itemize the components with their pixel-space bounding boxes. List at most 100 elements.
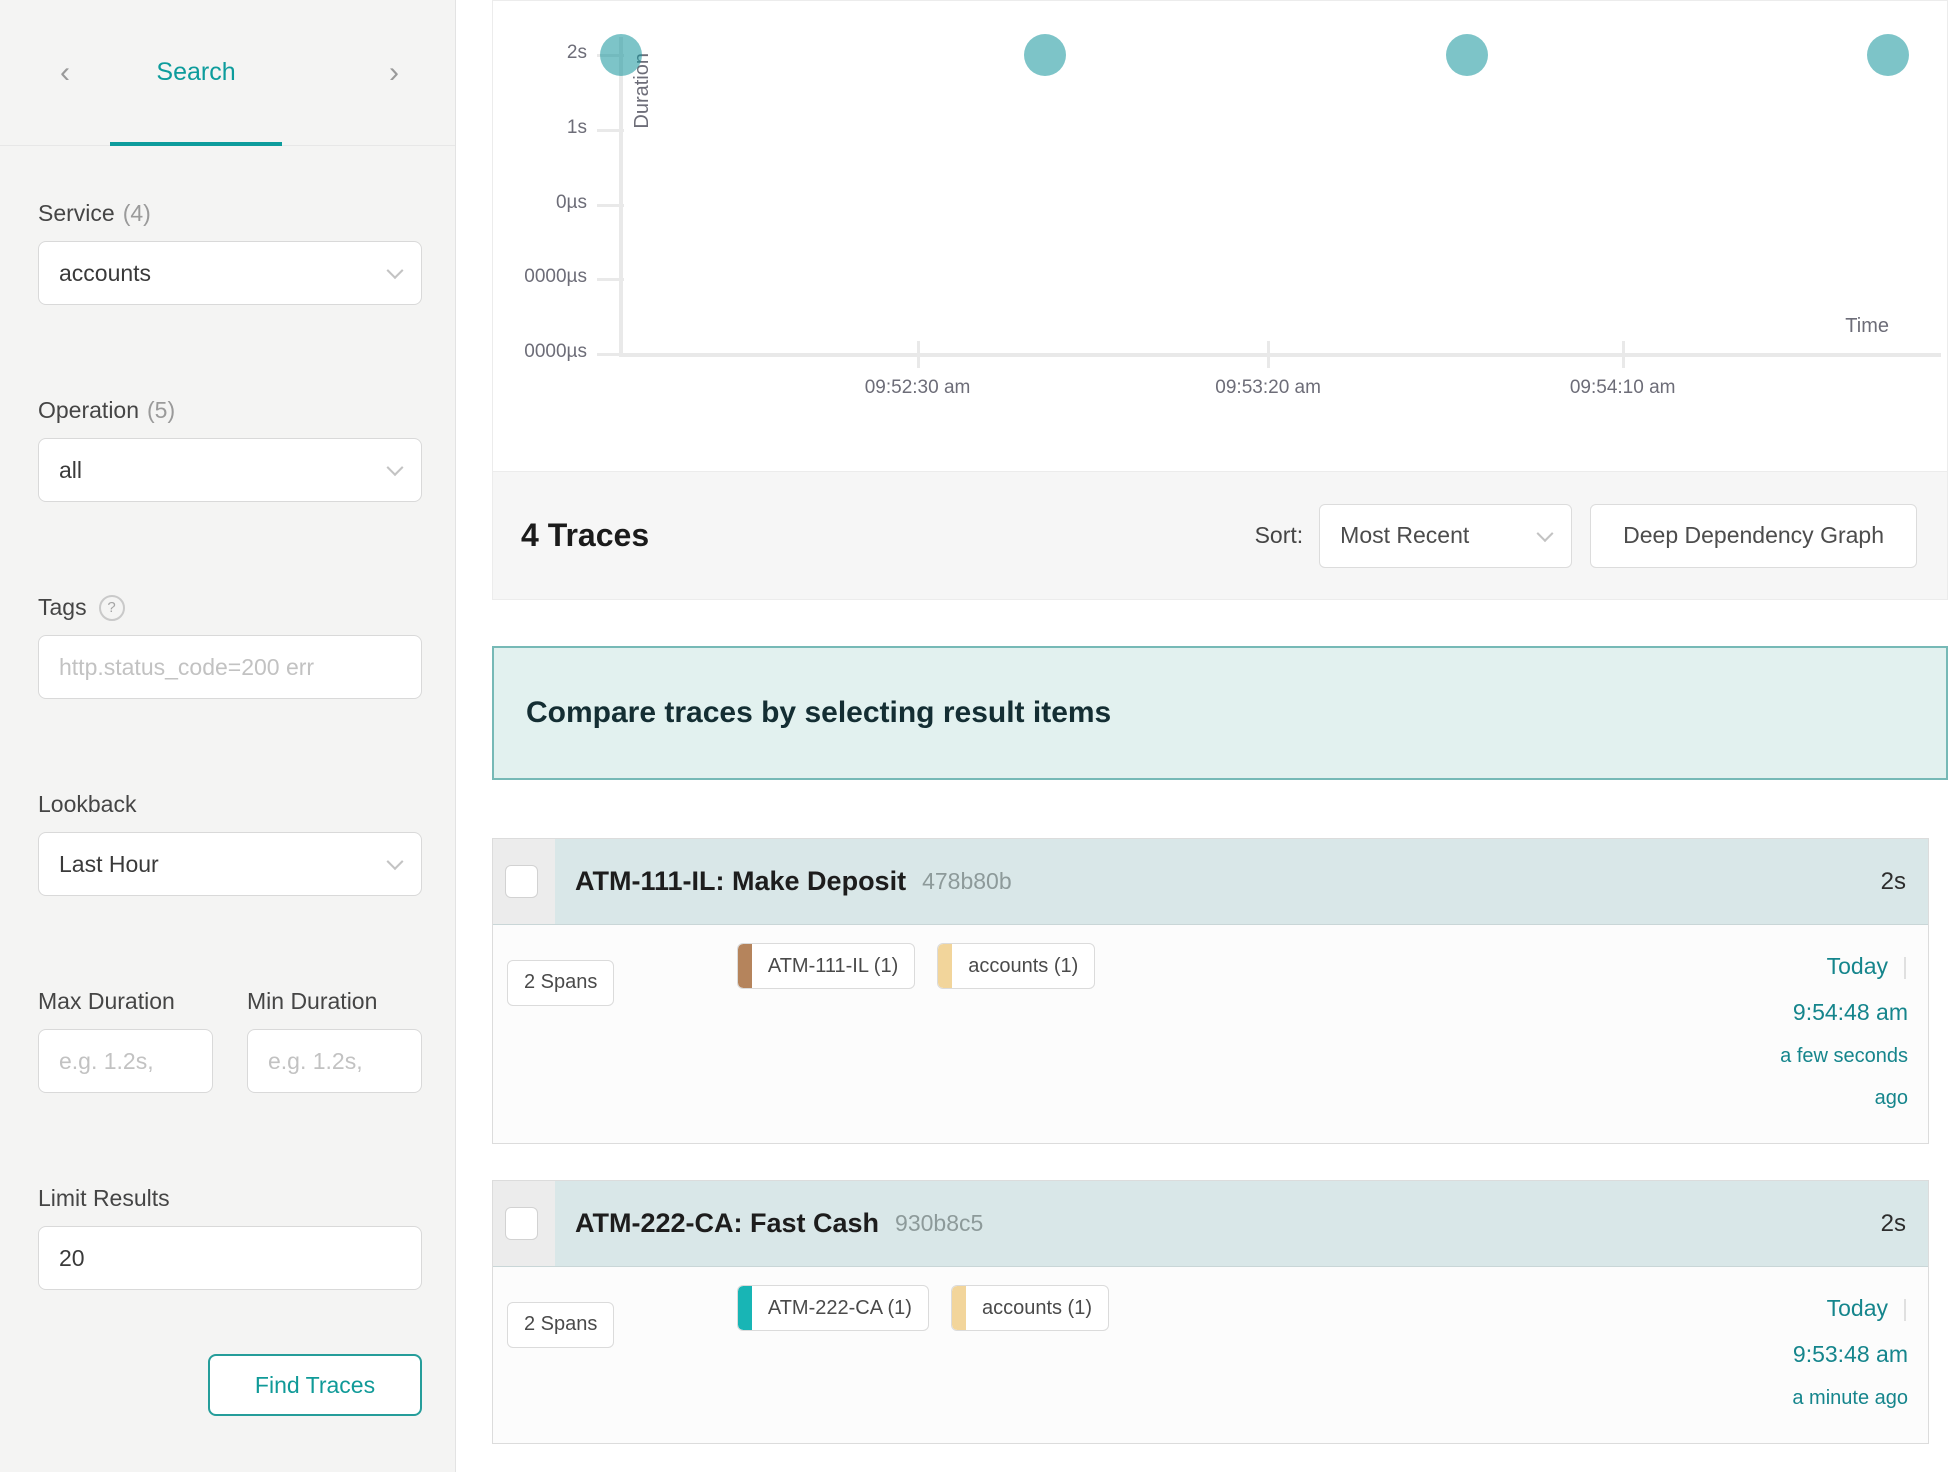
service-select-value: accounts (59, 259, 152, 286)
x-tick-label: 09:53:20 am (1215, 377, 1321, 398)
sidebar-nav: ‹ Search › (0, 0, 455, 146)
service-tag: accounts (1) (950, 1285, 1110, 1331)
limit-results-label-text: Limit Results (38, 1185, 170, 1211)
chevron-right-icon[interactable]: › (389, 55, 399, 89)
y-axis: 2s 1s 0µs 0000µs 0000µs (493, 1, 1947, 471)
results-panel: 2s 1s 0µs 0000µs 0000µs Duration Time 09:52:… (492, 0, 1948, 600)
lookback-select-value: Last Hour (59, 850, 159, 877)
scatter-point[interactable] (1024, 34, 1067, 76)
duration-fields: Max Duration Min Duration (38, 988, 422, 1093)
x-tick-label: 09:54:10 am (1569, 377, 1676, 398)
max-duration-input[interactable] (38, 1029, 213, 1093)
tags-label: Tags ? (38, 594, 422, 621)
trace-card-header[interactable]: ATM-222-CA: Fast Cash 930b8c5 2s (493, 1181, 1928, 1267)
service-tag-label: accounts (1) (968, 954, 1079, 977)
trace-timestamps: Today | 9:54:48 am a few seconds ago (1748, 943, 1908, 1119)
trace-date: Today (1826, 1295, 1889, 1321)
service-tag-label: ATM-222-CA (1) (767, 1296, 912, 1319)
compare-banner: Compare traces by selecting result items (492, 646, 1948, 780)
tags-input[interactable] (38, 635, 422, 699)
chevron-down-icon (1536, 524, 1554, 542)
scatter-point[interactable] (600, 34, 642, 76)
sort-select[interactable]: Most Recent (1319, 503, 1573, 568)
tab-search[interactable]: Search (108, 0, 284, 146)
operation-count: (5) (147, 397, 176, 423)
trace-title: ATM-222-CA: Fast Cash (575, 1208, 880, 1238)
trace-time: 9:54:48 am (1792, 999, 1908, 1025)
service-field: Service (4) accounts (38, 200, 422, 305)
span-count-badge: 2 Spans (507, 1301, 615, 1348)
chevron-down-icon (386, 262, 404, 280)
trace-id: 930b8c5 (895, 1210, 984, 1236)
y-tick-label: 1s (566, 116, 587, 138)
trace-select-checkbox[interactable] (505, 1207, 538, 1240)
trace-card-header[interactable]: ATM-111-IL: Make Deposit 478b80b 2s (493, 839, 1928, 925)
trace-header-main[interactable]: ATM-222-CA: Fast Cash 930b8c5 2s (555, 1181, 1928, 1266)
max-duration-label-text: Max Duration (38, 988, 175, 1014)
service-tag-label: ATM-111-IL (1) (767, 954, 899, 977)
service-color-swatch (737, 1286, 752, 1330)
service-tag: ATM-222-CA (1) (736, 1285, 929, 1331)
trace-header-main[interactable]: ATM-111-IL: Make Deposit 478b80b 2s (555, 839, 1928, 924)
trace-result-card: ATM-222-CA: Fast Cash 930b8c5 2s 2 Spans… (492, 1180, 1929, 1444)
limit-results-input[interactable] (38, 1226, 422, 1290)
scatter-point[interactable] (1866, 34, 1909, 76)
x-tick-mark (1621, 341, 1625, 368)
service-label: Service (4) (38, 200, 422, 227)
lookback-label-text: Lookback (38, 791, 137, 817)
chevron-down-icon (386, 459, 404, 477)
find-traces-button[interactable]: Find Traces (208, 1354, 422, 1416)
chevron-left-icon[interactable]: ‹ (60, 55, 70, 89)
trace-badges: 2 Spans ATM-111-IL (1) accounts (1) (507, 943, 1096, 1119)
checkbox-strip (493, 1181, 555, 1266)
trace-date-line: Today | (1748, 943, 1908, 989)
operation-field: Operation (5) all (38, 397, 422, 502)
max-duration-label: Max Duration (38, 988, 213, 1015)
y-tick-label: 0000µs (524, 341, 587, 362)
trace-relative-time: a minute ago (1792, 1387, 1908, 1409)
date-time-separator: | (1902, 953, 1908, 979)
service-tag-label: accounts (1) (981, 1296, 1093, 1319)
service-color-swatch (938, 944, 953, 988)
y-tick-label: 2s (566, 42, 587, 63)
trace-id: 478b80b (922, 868, 1012, 894)
search-results-main: 2s 1s 0µs 0000µs 0000µs Duration Time 09:52:… (492, 0, 1948, 1444)
chevron-down-icon (386, 853, 404, 871)
trace-title: ATM-111-IL: Make Deposit (575, 866, 907, 896)
sort-select-value: Most Recent (1340, 522, 1470, 548)
trace-card-body: 2 Spans ATM-222-CA (1) accounts (1) Toda… (493, 1267, 1928, 1443)
lookback-field: Lookback Last Hour (38, 791, 422, 896)
min-duration-input[interactable] (247, 1029, 422, 1093)
service-select[interactable]: accounts (38, 241, 422, 305)
trace-badges: 2 Spans ATM-222-CA (1) accounts (1) (507, 1285, 1110, 1419)
min-duration-label: Min Duration (247, 988, 422, 1015)
deep-dependency-graph-button[interactable]: Deep Dependency Graph (1590, 503, 1917, 568)
y-tick-label: 0000µs (524, 266, 587, 288)
compare-banner-text: Compare traces by selecting result items (526, 696, 1112, 729)
results-toolbar: 4 Traces Sort: Most Recent Deep Dependen… (493, 471, 1947, 599)
operation-label: Operation (5) (38, 397, 422, 424)
trace-select-checkbox[interactable] (505, 865, 538, 898)
trace-time: 9:53:48 am (1792, 1341, 1908, 1367)
trace-duration: 2s (1880, 867, 1906, 895)
service-tag-group: ATM-222-CA (1) accounts (1) (736, 1285, 1110, 1331)
max-duration-field: Max Duration (38, 988, 213, 1093)
duration-scatter-chart: 2s 1s 0µs 0000µs 0000µs Duration Time 09:52:… (493, 1, 1947, 471)
min-duration-label-text: Min Duration (247, 988, 378, 1014)
trace-count-heading: 4 Traces (521, 517, 650, 553)
x-tick-mark (1267, 341, 1271, 368)
span-count-badge: 2 Spans (507, 959, 615, 1006)
scatter-point[interactable] (1446, 34, 1489, 76)
trace-result-card: ATM-111-IL: Make Deposit 478b80b 2s 2 Sp… (492, 838, 1929, 1144)
trace-card-body: 2 Spans ATM-111-IL (1) accounts (1) Toda… (493, 925, 1928, 1143)
lookback-select[interactable]: Last Hour (38, 832, 422, 896)
x-axis-title: Time (1845, 315, 1889, 337)
help-icon[interactable]: ? (98, 594, 125, 621)
x-axis-line (619, 353, 1941, 357)
x-tick-label: 09:52:30 am (864, 377, 971, 398)
tags-field: Tags ? (38, 594, 422, 699)
service-color-swatch (951, 1286, 966, 1330)
trace-date-line: Today | (1792, 1285, 1908, 1331)
operation-select[interactable]: all (38, 438, 422, 502)
plot-area: 09:52:30 am 09:53:20 am 09:54:10 am (600, 1, 1939, 471)
